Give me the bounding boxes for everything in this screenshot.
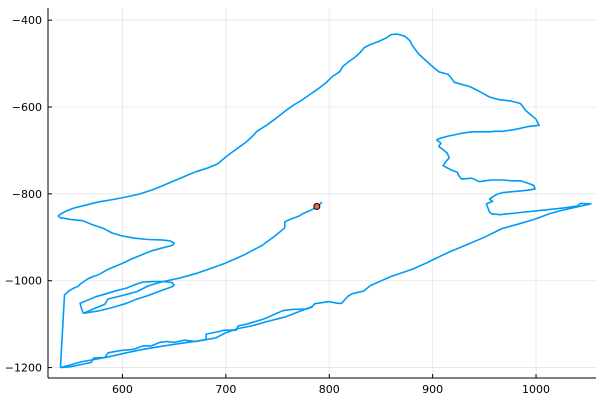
x-tick-label: 1000 xyxy=(522,383,550,396)
axes xyxy=(47,8,596,379)
x-tick-label: 600 xyxy=(112,383,133,396)
x-tick-label: 900 xyxy=(422,383,443,396)
tick-labels: 600 700 800 900 1000 −400 −600 −800 −1000 −1200 xyxy=(5,14,550,396)
y-tick-label: −400 xyxy=(12,14,42,27)
series-line xyxy=(60,306,312,369)
series-layer xyxy=(57,33,592,369)
series-line xyxy=(79,280,175,315)
scatter-point xyxy=(313,202,321,210)
y-tick-label: −600 xyxy=(12,101,42,114)
y-tick-label: −1000 xyxy=(5,275,42,288)
x-tick-label: 800 xyxy=(319,383,340,396)
y-tick-label: −800 xyxy=(12,188,42,201)
y-tick-label: −1200 xyxy=(5,362,42,375)
series-line xyxy=(57,33,592,369)
gridlines xyxy=(48,8,596,378)
series-line xyxy=(82,201,323,315)
x-tick-label: 700 xyxy=(215,383,236,396)
